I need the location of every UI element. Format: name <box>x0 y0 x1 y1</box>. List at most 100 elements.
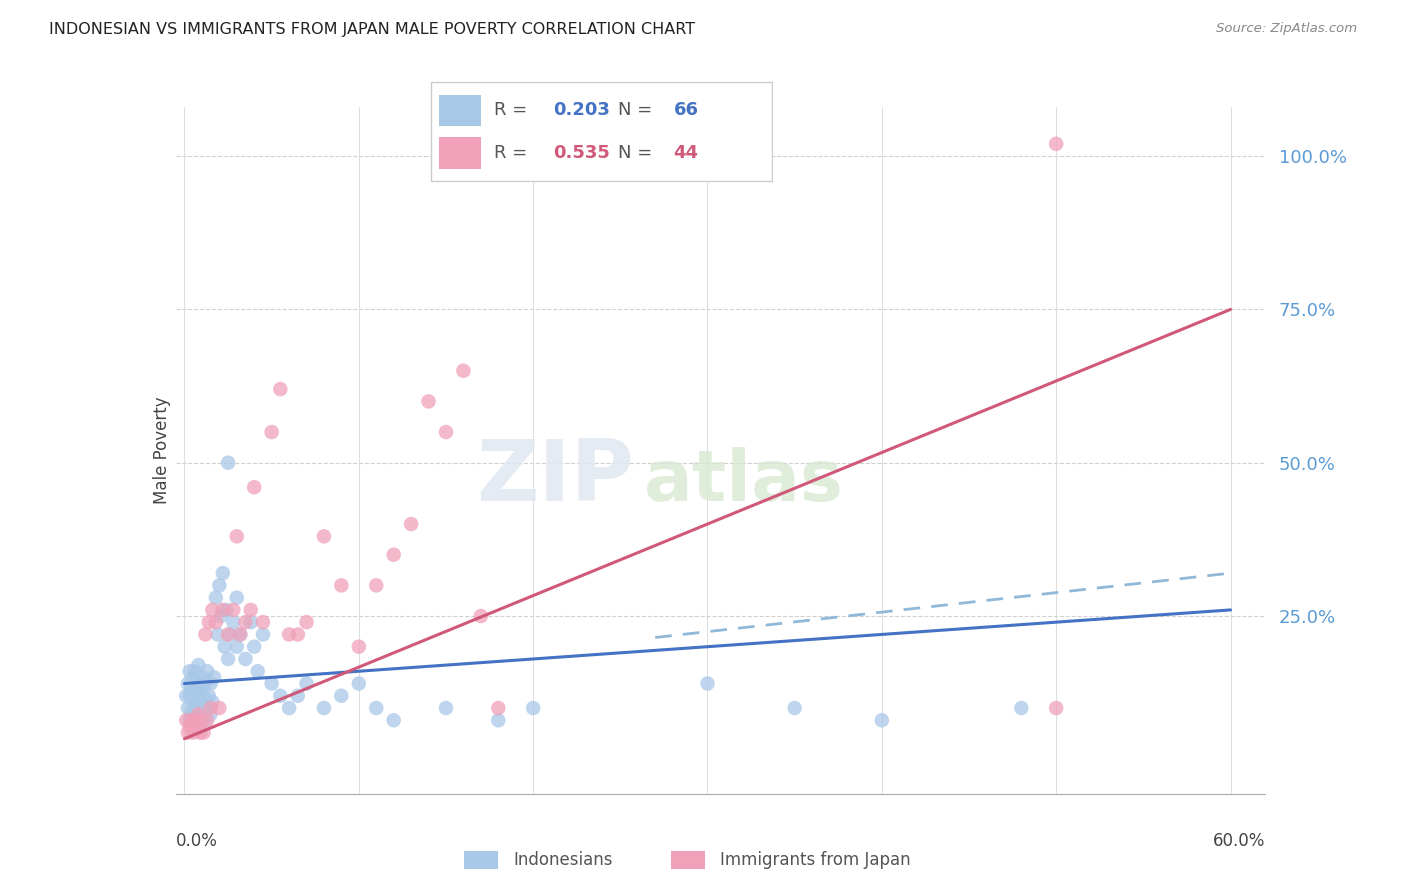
Point <box>260 676 283 690</box>
Point <box>1010 701 1032 715</box>
Point <box>180 707 202 722</box>
Point <box>239 615 262 630</box>
Point <box>202 670 225 684</box>
Point <box>205 591 228 605</box>
Point <box>1045 701 1067 715</box>
Point <box>235 652 257 666</box>
Point <box>214 640 236 654</box>
Point <box>201 603 224 617</box>
Point <box>174 714 197 728</box>
FancyBboxPatch shape <box>439 95 481 126</box>
Point <box>200 707 222 722</box>
Point <box>366 578 388 592</box>
Text: Indonesians: Indonesians <box>513 851 613 869</box>
Point <box>453 364 475 378</box>
Text: 0.203: 0.203 <box>553 101 610 120</box>
Text: 60.0%: 60.0% <box>1213 831 1265 850</box>
Text: 44: 44 <box>673 144 699 162</box>
Point <box>180 682 202 697</box>
Point <box>188 707 211 722</box>
Point <box>194 676 217 690</box>
Text: 0.535: 0.535 <box>553 144 610 162</box>
Point <box>229 627 252 641</box>
Text: atlas: atlas <box>644 447 844 516</box>
Point <box>222 603 245 617</box>
Point <box>215 603 238 617</box>
Point <box>191 670 214 684</box>
Point <box>187 658 209 673</box>
Point <box>186 719 208 733</box>
Point <box>783 701 806 715</box>
FancyBboxPatch shape <box>671 851 706 869</box>
Point <box>184 714 207 728</box>
Point <box>208 578 231 592</box>
Point <box>174 689 197 703</box>
Point <box>193 725 215 739</box>
Point <box>366 701 388 715</box>
Point <box>347 640 370 654</box>
Point <box>181 725 204 739</box>
Text: INDONESIAN VS IMMIGRANTS FROM JAPAN MALE POVERTY CORRELATION CHART: INDONESIAN VS IMMIGRANTS FROM JAPAN MALE… <box>49 22 696 37</box>
Point <box>486 714 509 728</box>
Text: 0.0%: 0.0% <box>176 831 218 850</box>
Point <box>278 701 301 715</box>
Point <box>260 425 283 439</box>
Point <box>211 566 233 581</box>
Point <box>225 591 247 605</box>
Point <box>187 707 209 722</box>
Point <box>181 670 204 684</box>
Point <box>217 652 239 666</box>
Point <box>347 676 370 690</box>
Point <box>188 676 211 690</box>
Point <box>191 701 214 715</box>
Point <box>205 615 228 630</box>
Point <box>269 382 291 396</box>
Point <box>287 689 309 703</box>
Point <box>194 627 217 641</box>
Point <box>218 627 240 641</box>
Text: 66: 66 <box>673 101 699 120</box>
Point <box>179 689 201 703</box>
Text: N =: N = <box>619 144 658 162</box>
Point <box>312 529 335 543</box>
Point <box>200 701 222 715</box>
Text: N =: N = <box>619 101 658 120</box>
Point <box>184 664 207 679</box>
Point <box>870 714 893 728</box>
Point <box>382 714 405 728</box>
FancyBboxPatch shape <box>439 137 481 169</box>
Point <box>179 719 201 733</box>
Point <box>1045 136 1067 151</box>
Point <box>186 714 208 728</box>
FancyBboxPatch shape <box>430 82 772 181</box>
Point <box>195 664 218 679</box>
Point <box>177 701 200 715</box>
Point <box>208 701 231 715</box>
Point <box>239 603 262 617</box>
Text: ZIP: ZIP <box>475 436 633 519</box>
Point <box>229 627 252 641</box>
Point <box>225 529 247 543</box>
Point <box>287 627 309 641</box>
Point <box>696 676 718 690</box>
Point <box>195 701 218 715</box>
Point <box>187 689 209 703</box>
Point <box>222 615 245 630</box>
Text: R =: R = <box>495 101 533 120</box>
Point <box>312 701 335 715</box>
Point <box>252 627 274 641</box>
Point <box>399 517 422 532</box>
Point <box>179 664 201 679</box>
Point <box>217 627 239 641</box>
Y-axis label: Male Poverty: Male Poverty <box>153 397 172 504</box>
Text: Source: ZipAtlas.com: Source: ZipAtlas.com <box>1216 22 1357 36</box>
Point <box>295 615 318 630</box>
Point <box>382 548 405 562</box>
Point <box>179 714 201 728</box>
Text: Immigrants from Japan: Immigrants from Japan <box>720 851 911 869</box>
FancyBboxPatch shape <box>464 851 499 869</box>
Text: R =: R = <box>495 144 533 162</box>
Point <box>225 640 247 654</box>
Point <box>330 578 353 592</box>
Point <box>243 640 266 654</box>
